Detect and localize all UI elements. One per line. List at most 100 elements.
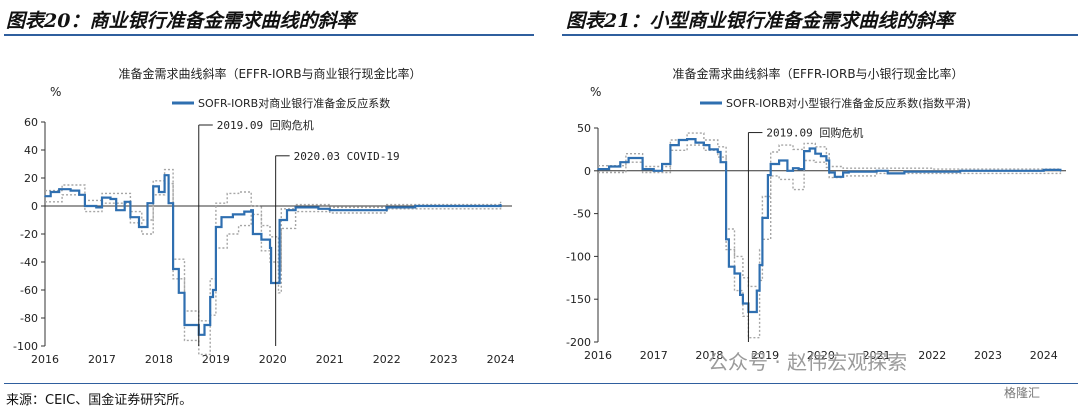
data-point — [499, 203, 502, 206]
data-point — [471, 205, 474, 207]
x-tick-label: 2023 — [974, 349, 1002, 362]
main-series-line — [598, 138, 1062, 314]
data-point — [847, 170, 850, 173]
data-point — [931, 170, 934, 173]
data-point — [220, 216, 223, 219]
data-point — [163, 174, 166, 177]
data-point — [129, 216, 132, 219]
y-tick-label: -200 — [566, 336, 591, 349]
y-tick-label: 20 — [24, 172, 38, 185]
data-point — [269, 247, 271, 249]
x-tick-label: 2022 — [373, 353, 401, 366]
chart-left: 准备金需求曲线斜率（EFFR-IORB与商业银行现金比率）% SOFR-IORB对… — [13, 66, 515, 366]
x-tick-label: 2024 — [487, 353, 515, 366]
data-point — [769, 163, 772, 165]
y-tick-label: 60 — [24, 116, 38, 129]
data-point — [317, 207, 320, 210]
x-tick-label: 2019 — [202, 353, 230, 366]
data-point — [172, 268, 175, 270]
main-series-line — [45, 174, 502, 336]
band-line-lower — [45, 182, 502, 356]
data-point — [627, 157, 630, 159]
data-point — [278, 219, 281, 221]
chart-right: 准备金需求曲线斜率（EFFR-IORB与小银行现金比率）% SOFR-IORB对小… — [566, 66, 1066, 362]
data-point — [109, 198, 112, 200]
data-point — [792, 167, 794, 170]
data-point — [694, 141, 697, 144]
data-point — [719, 161, 722, 164]
band-line-lower — [598, 144, 1062, 339]
figure-title-right: 图表21：小型商业银行准备金需求曲线的斜率 — [566, 10, 954, 32]
data-point — [803, 150, 806, 153]
y-tick-label: -100 — [566, 250, 591, 263]
data-point — [652, 169, 655, 172]
data-point — [761, 216, 764, 219]
y-unit-label: % — [50, 85, 61, 99]
data-point — [1042, 169, 1045, 171]
data-point — [294, 206, 297, 209]
data-point — [286, 209, 288, 212]
y-tick-label: -150 — [566, 293, 591, 306]
data-point — [619, 161, 622, 164]
data-point — [716, 151, 719, 153]
data-point — [44, 195, 46, 198]
x-tick-label: 2022 — [918, 349, 946, 362]
y-tick-label: 50 — [577, 122, 591, 135]
data-point — [833, 175, 836, 178]
annotation-label: 2019.09 回购危机 — [766, 126, 863, 140]
x-tick-label: 2016 — [584, 349, 612, 362]
data-point — [49, 191, 52, 193]
data-point — [442, 205, 445, 207]
data-point — [1014, 169, 1017, 172]
y-tick-label: -60 — [20, 284, 38, 297]
data-point — [819, 155, 822, 158]
data-point — [677, 139, 680, 141]
data-point — [58, 188, 61, 191]
data-point — [767, 174, 769, 176]
annotation-label: 2019.09 回购危机 — [217, 118, 314, 132]
chart-title: 准备金需求曲线斜率（EFFR-IORB与商业银行现金比率） — [118, 66, 421, 81]
data-point — [138, 226, 140, 228]
data-point — [95, 206, 98, 209]
x-tick-label: 2017 — [640, 349, 668, 362]
data-point — [825, 159, 828, 162]
x-tick-label: 2018 — [145, 353, 173, 366]
title-rule-left — [4, 34, 534, 36]
data-point — [669, 144, 672, 147]
data-point — [636, 157, 638, 159]
data-point — [277, 282, 280, 284]
annotation-label: 2020.03 COVID-19 — [294, 150, 400, 163]
data-point — [251, 233, 254, 235]
data-point — [328, 209, 331, 212]
data-point — [755, 289, 758, 292]
x-tick-label: 2023 — [430, 353, 458, 366]
y-tick-label: 0 — [31, 200, 38, 213]
data-point — [115, 209, 118, 212]
x-tick-label: 2016 — [31, 353, 59, 366]
x-tick-label: 2017 — [88, 353, 116, 366]
data-point — [702, 144, 705, 147]
data-point — [1059, 169, 1062, 172]
data-point — [69, 189, 72, 192]
data-point — [886, 172, 889, 175]
legend-label: SOFR-IORB对商业银行准备金反应系数 — [198, 96, 390, 110]
data-point — [243, 210, 246, 213]
data-point — [260, 238, 263, 241]
data-point — [842, 171, 845, 174]
data-point — [123, 200, 126, 203]
data-point — [758, 264, 761, 266]
data-point — [641, 168, 644, 170]
data-point — [146, 202, 149, 205]
x-tick-label: 2019 — [751, 349, 779, 362]
data-point — [385, 206, 388, 209]
figure-title-left: 图表20：商业银行准备金需求曲线的斜率 — [6, 10, 356, 32]
y-tick-label: 0 — [584, 165, 591, 178]
data-point — [741, 302, 744, 305]
data-point — [987, 169, 989, 172]
legend-label: SOFR-IORB对小型银行准备金反应系数(指数平滑) — [726, 96, 971, 110]
chart-title: 准备金需求曲线斜率（EFFR-IORB与小银行现金比率） — [672, 66, 963, 81]
watermark-text: 公众号 · 赵伟宏观探索 — [708, 350, 908, 374]
data-point — [152, 185, 155, 188]
data-point — [733, 272, 736, 275]
data-point — [158, 191, 160, 193]
